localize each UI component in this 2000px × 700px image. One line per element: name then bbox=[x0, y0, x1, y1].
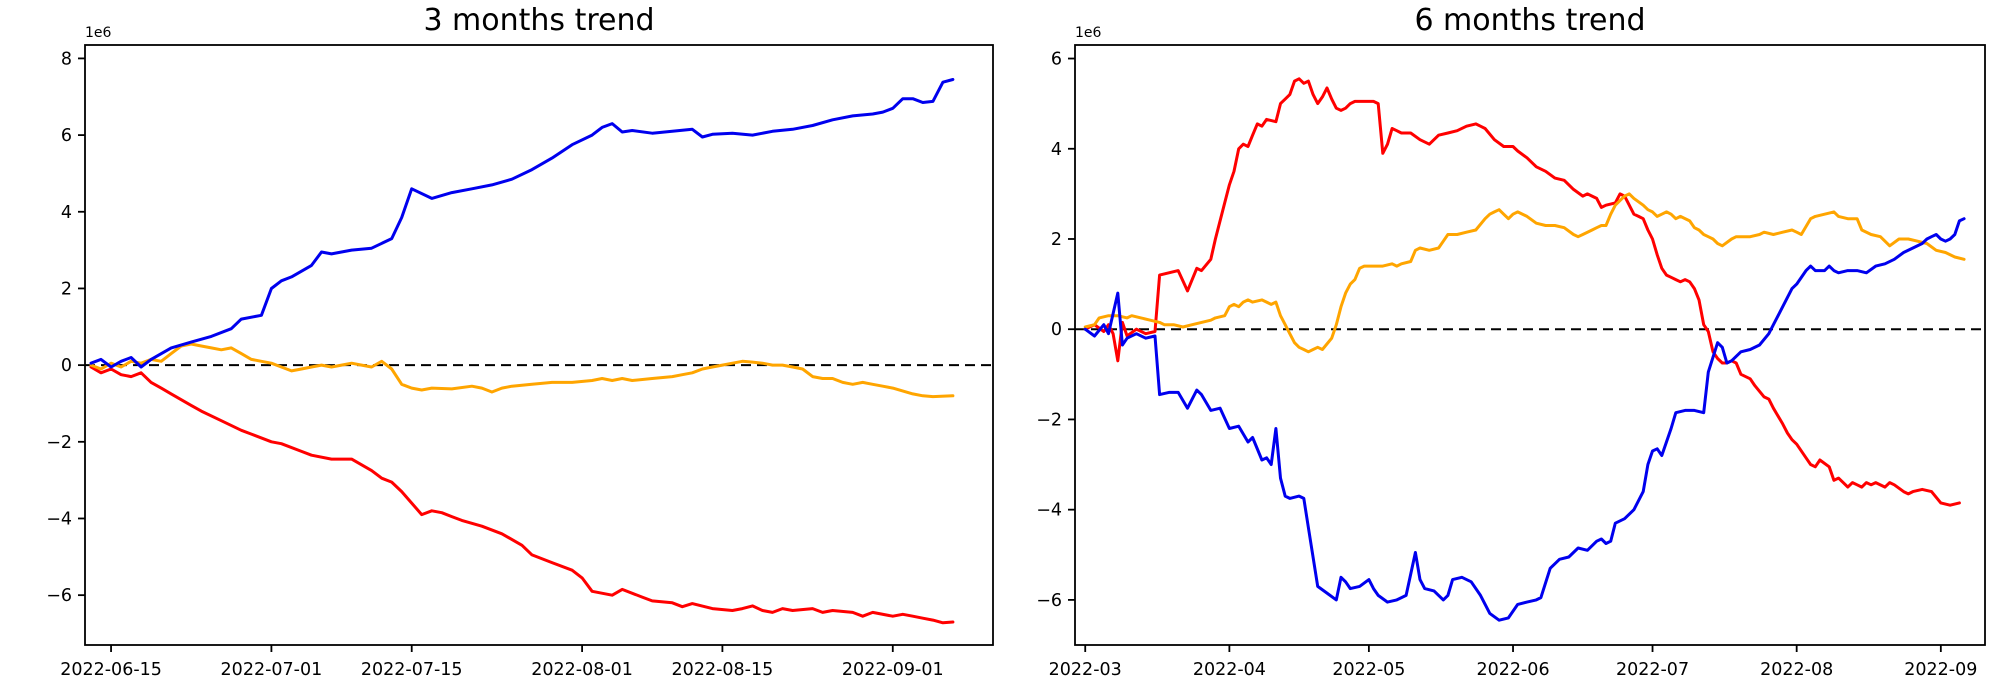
series-line-orange bbox=[1083, 192, 1966, 354]
series-line-orange bbox=[89, 342, 955, 399]
y-tick-label: −2 bbox=[1036, 410, 1062, 430]
y-tick-label: 4 bbox=[1051, 140, 1062, 160]
x-tick-label: 2022-06-15 bbox=[60, 660, 162, 680]
axes-frame bbox=[84, 44, 994, 646]
y-tick-label: 4 bbox=[61, 203, 72, 223]
x-tick-label: 2022-07-01 bbox=[221, 660, 323, 680]
series-line-red bbox=[1083, 77, 1961, 507]
series-line-red bbox=[89, 365, 955, 625]
y-tick-label: 0 bbox=[61, 356, 72, 376]
x-tick-label: 2022-04 bbox=[1193, 660, 1266, 680]
x-tick-label: 2022-08-01 bbox=[531, 660, 633, 680]
series-line-blue bbox=[89, 78, 955, 369]
y-tick-label: −4 bbox=[1036, 501, 1062, 521]
x-tick-label: 2022-03 bbox=[1049, 660, 1122, 680]
y-tick-label: −4 bbox=[46, 509, 72, 529]
y-tick-label: 2 bbox=[1051, 230, 1062, 250]
y-tick-label: 0 bbox=[1051, 320, 1062, 340]
y-tick-label: −6 bbox=[1036, 591, 1062, 611]
chart-title: 6 months trend bbox=[1414, 3, 1645, 38]
y-tick-label: 6 bbox=[61, 126, 72, 146]
y-axis-offset-label: 1e6 bbox=[1075, 25, 1102, 41]
x-tick-label: 2022-09-01 bbox=[842, 660, 944, 680]
chart-panel-6-months-trend: 6 months trend 1e6 2022-03 2022-04 2022-05 20… bbox=[1000, 0, 2000, 700]
y-tick-label: −6 bbox=[46, 586, 72, 606]
series-line-blue bbox=[1083, 217, 1966, 622]
x-tick-label: 2022-07-15 bbox=[361, 660, 463, 680]
chart-panel-3-months-trend: 3 months trend 1e6 2022-06-15 2022-07-01 202… bbox=[46, 3, 994, 680]
y-tick-label: 6 bbox=[1051, 50, 1062, 70]
x-tick-label: 2022-08-15 bbox=[672, 660, 774, 680]
x-tick-label: 2022-09 bbox=[1904, 660, 1977, 680]
y-tick-label: 8 bbox=[61, 49, 72, 69]
y-axis-offset-label: 1e6 bbox=[85, 25, 112, 41]
x-tick-label: 2022-06 bbox=[1476, 660, 1549, 680]
x-tick-label: 2022-07 bbox=[1616, 660, 1689, 680]
y-tick-label: −2 bbox=[46, 433, 72, 453]
axes-frame bbox=[1074, 44, 1986, 646]
y-tick-label: 2 bbox=[61, 279, 72, 299]
chart-title: 3 months trend bbox=[423, 3, 654, 38]
x-tick-label: 2022-05 bbox=[1332, 660, 1405, 680]
x-tick-label: 2022-08 bbox=[1760, 660, 1833, 680]
